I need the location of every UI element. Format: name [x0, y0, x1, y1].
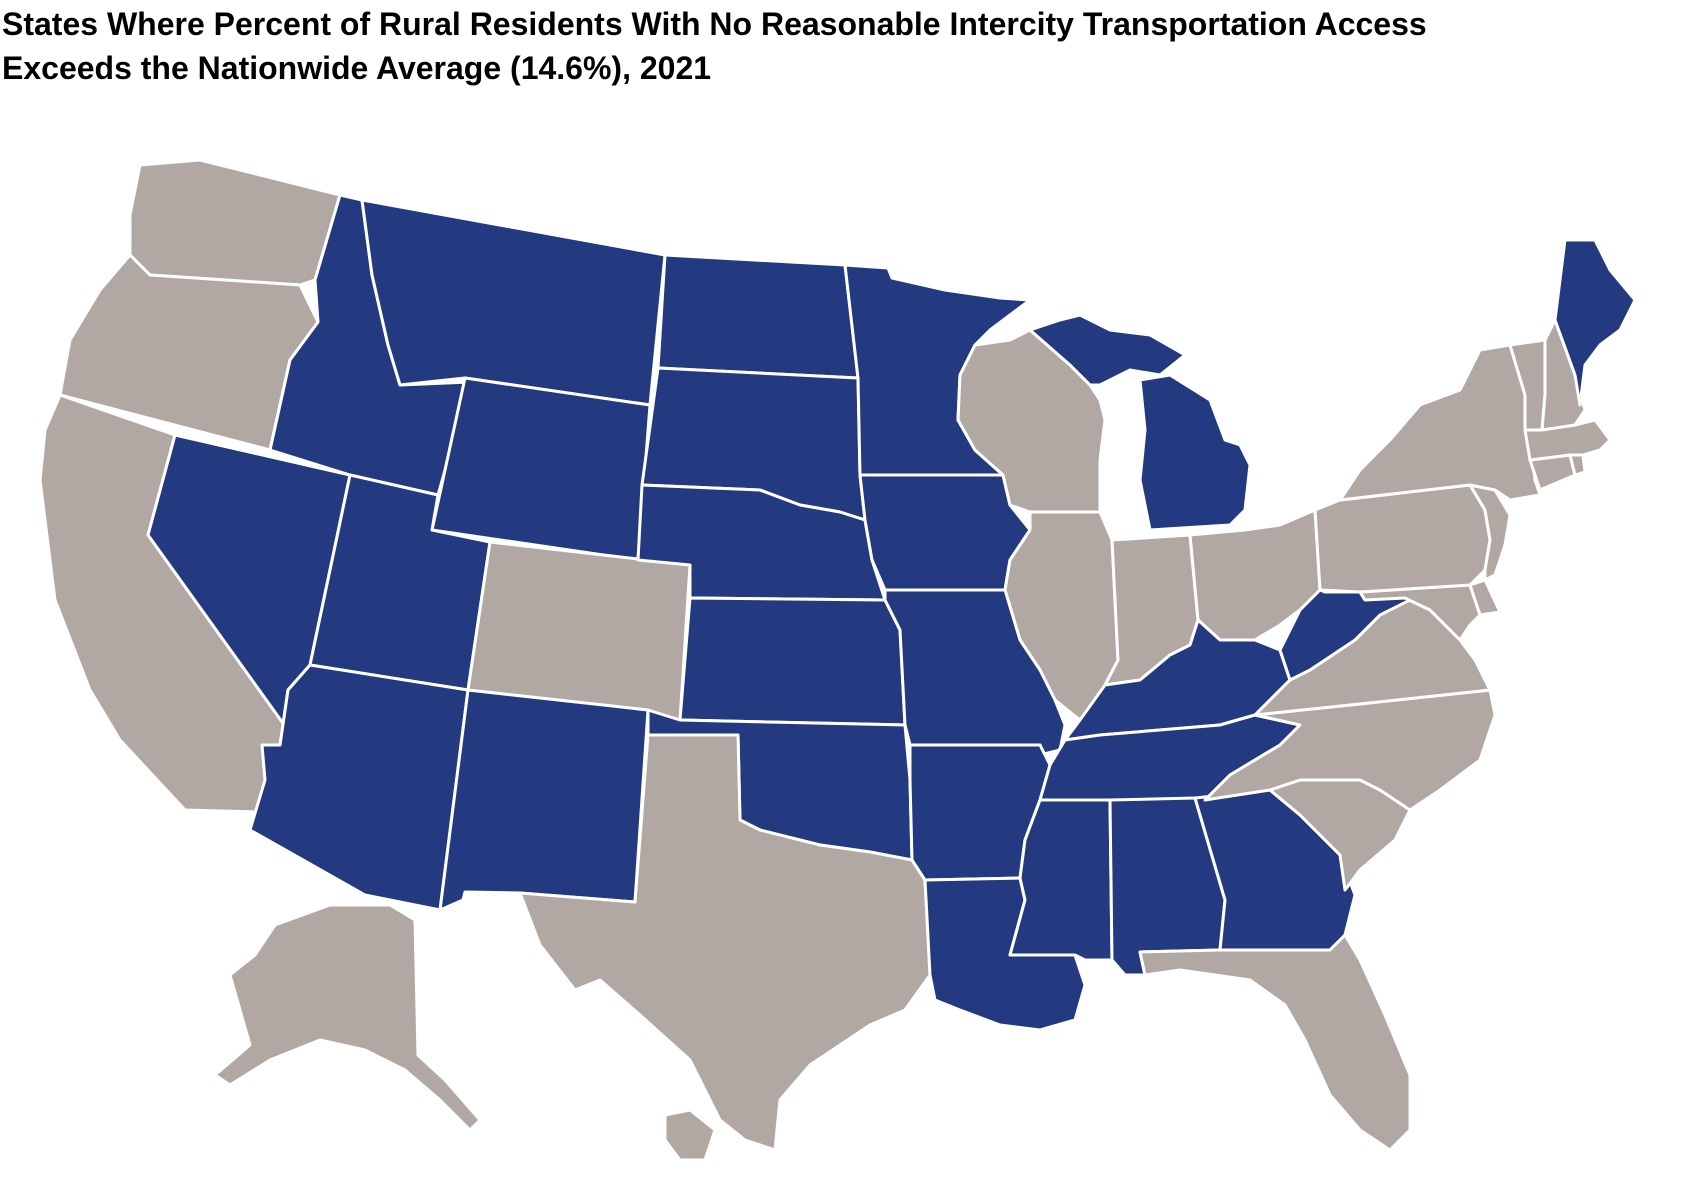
- state-nc: [1203, 688, 1497, 812]
- state-mo: [883, 588, 1067, 757]
- state-de: [1468, 578, 1502, 617]
- title-line-2: Exceeds the Nationwide Average (14.6%), …: [2, 50, 712, 86]
- state-ia: [858, 473, 1032, 592]
- state-mi-upper: [1028, 313, 1187, 387]
- state-mt: [360, 198, 667, 407]
- state-hi: [663, 1108, 717, 1162]
- state-nj: [1468, 483, 1512, 582]
- state-mi: [1138, 373, 1252, 532]
- state-tx: [518, 733, 932, 1152]
- state-ks: [678, 596, 907, 727]
- state-nm: [438, 688, 650, 912]
- state-wa: [128, 158, 342, 287]
- state-ny: [1338, 343, 1542, 502]
- state-nd: [656, 253, 860, 380]
- state-wy: [430, 376, 652, 562]
- state-ak: [213, 903, 482, 1132]
- title-line-1: States Where Percent of Rural Residents …: [2, 6, 1427, 42]
- state-me: [1553, 238, 1637, 407]
- state-fl: [1138, 933, 1412, 1152]
- map-title: States Where Percent of Rural Residents …: [2, 2, 1682, 90]
